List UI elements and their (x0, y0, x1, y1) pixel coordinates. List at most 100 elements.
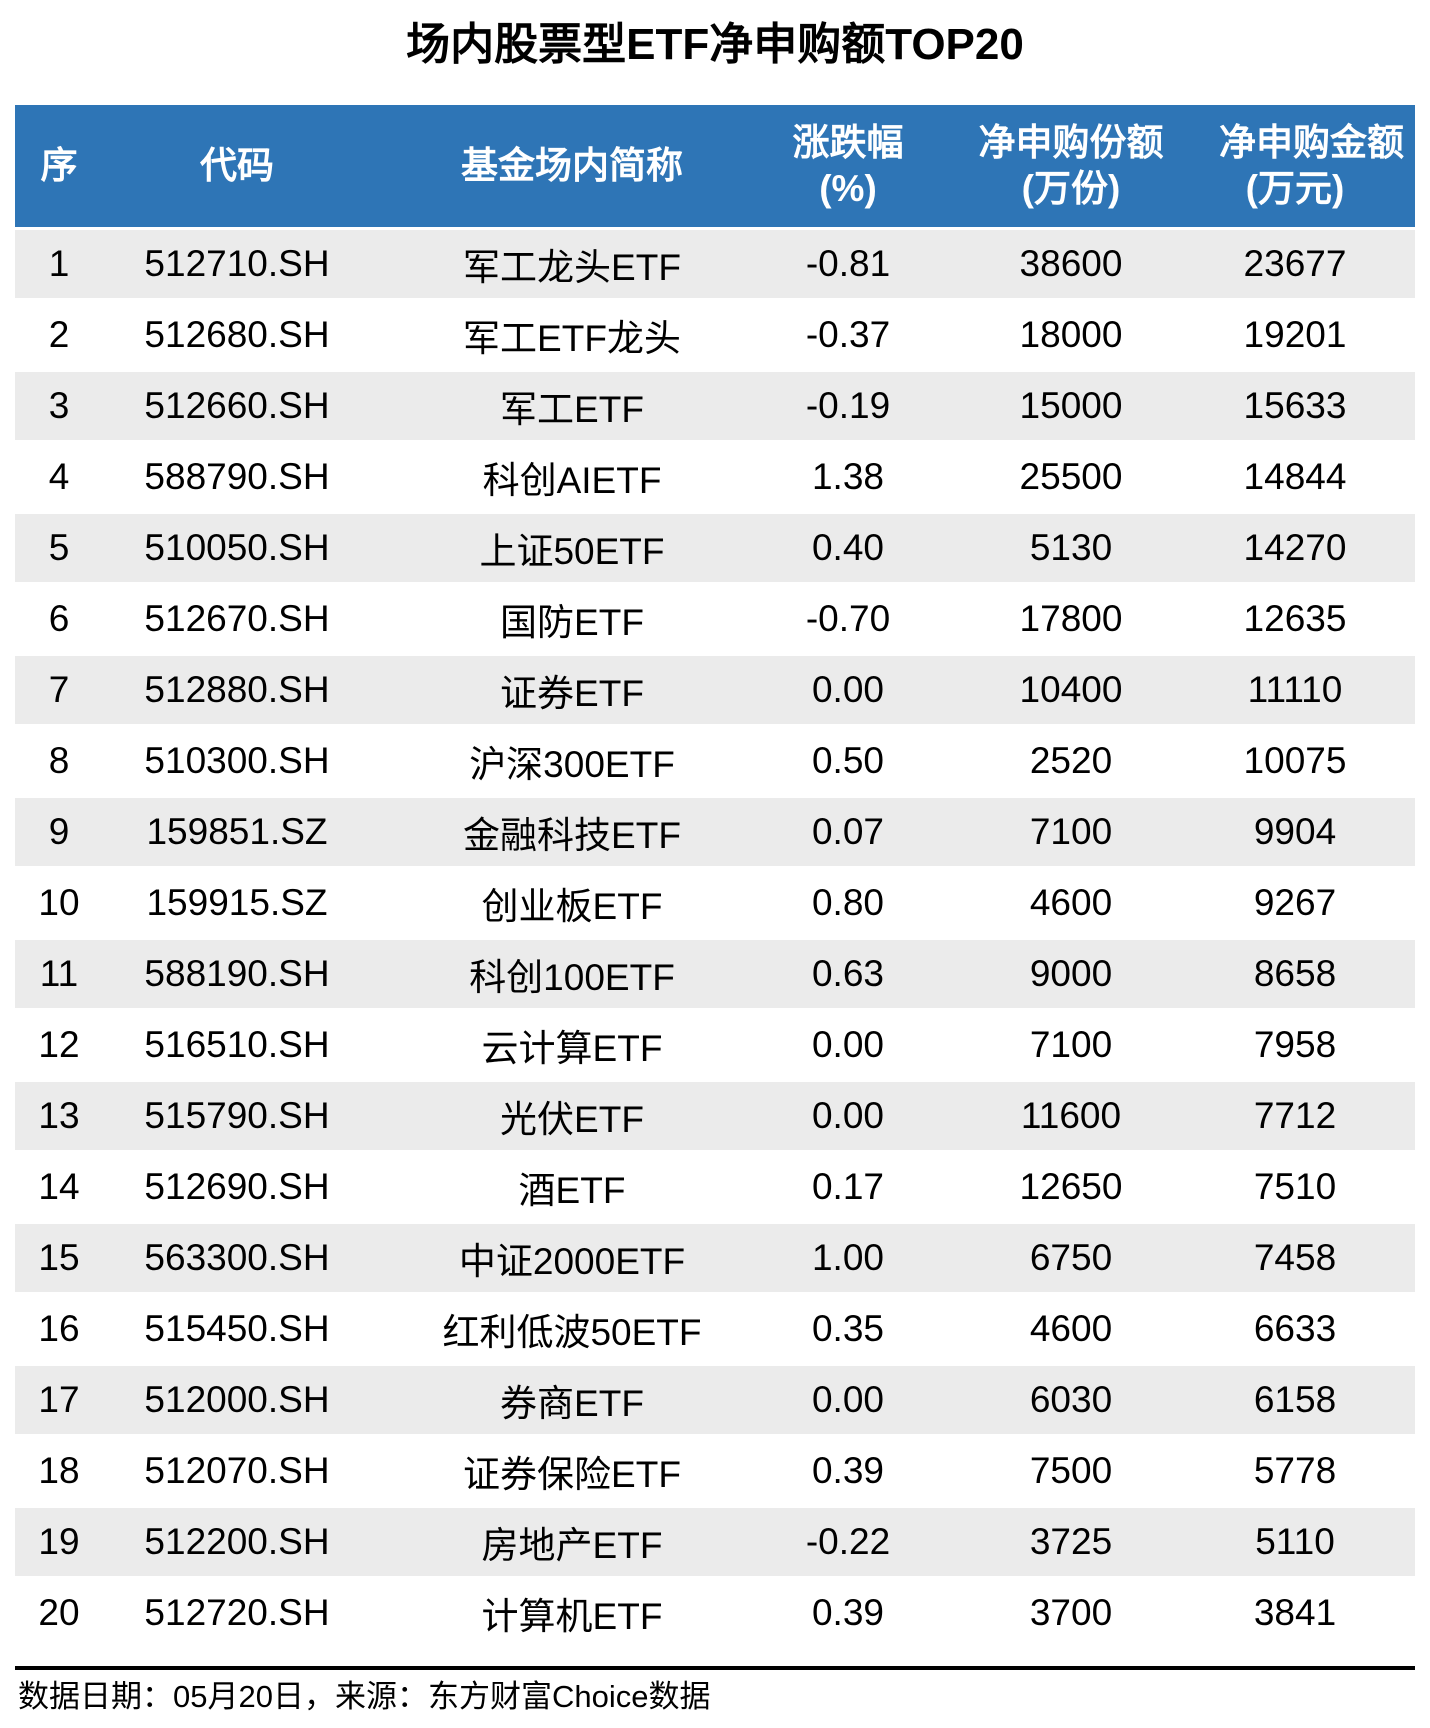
col-header-label: 基金场内简称 (461, 145, 683, 186)
name-cell: 创业板ETF (371, 869, 773, 937)
change-cell: 1.00 (773, 1224, 923, 1292)
name-cell: 科创100ETF (371, 940, 773, 1008)
shares-cell: 17800 (923, 585, 1219, 653)
footer-divider (15, 1666, 1415, 1670)
change-cell: 0.17 (773, 1153, 923, 1221)
amount-cell: 6158 (1219, 1366, 1415, 1434)
code-cell: 512690.SH (103, 1153, 371, 1221)
etf-table-body: 1 512710.SH 军工龙头ETF -0.81 38600 23677 2 512680.… (15, 230, 1415, 1647)
shares-cell: 18000 (923, 301, 1219, 369)
col-header-label: 净申购份额 (978, 122, 1164, 163)
rank-cell: 16 (15, 1295, 103, 1363)
name-cell: 光伏ETF (371, 1082, 773, 1150)
change-cell: -0.22 (773, 1508, 923, 1576)
code-cell: 512680.SH (103, 301, 371, 369)
etf-table-header: 序 代码 基金场内简称 涨跌幅 (%) 净申购份额 (万份) (15, 105, 1415, 227)
amount-cell: 15633 (1219, 372, 1415, 440)
shares-cell: 3725 (923, 1508, 1219, 1576)
change-cell: 0.00 (773, 656, 923, 724)
shares-cell: 38600 (923, 230, 1219, 298)
change-cell: -0.37 (773, 301, 923, 369)
rank-cell: 4 (15, 443, 103, 511)
code-cell: 512660.SH (103, 372, 371, 440)
table-row: 11 588190.SH 科创100ETF 0.63 9000 8658 (15, 940, 1415, 1008)
shares-cell: 12650 (923, 1153, 1219, 1221)
col-header-rank: 序 (15, 105, 103, 227)
code-cell: 510300.SH (103, 727, 371, 795)
rank-cell: 1 (15, 230, 103, 298)
table-row: 16 515450.SH 红利低波50ETF 0.35 4600 6633 (15, 1295, 1415, 1363)
change-cell: -0.70 (773, 585, 923, 653)
name-cell: 证券ETF (371, 656, 773, 724)
code-cell: 512200.SH (103, 1508, 371, 1576)
amount-cell: 7458 (1219, 1224, 1415, 1292)
data-source-note: 数据日期：05月20日，来源：东方财富Choice数据 (18, 1679, 711, 1714)
shares-cell: 3700 (923, 1579, 1219, 1647)
name-cell: 证券保险ETF (371, 1437, 773, 1505)
table-row: 9 159851.SZ 金融科技ETF 0.07 7100 9904 (15, 798, 1415, 866)
code-cell: 515450.SH (103, 1295, 371, 1363)
change-cell: 0.39 (773, 1437, 923, 1505)
code-cell: 515790.SH (103, 1082, 371, 1150)
change-cell: -0.19 (773, 372, 923, 440)
col-header-unit: (万份) (1021, 168, 1121, 209)
change-cell: 0.40 (773, 514, 923, 582)
code-cell: 510050.SH (103, 514, 371, 582)
name-cell: 房地产ETF (371, 1508, 773, 1576)
name-cell: 沪深300ETF (371, 727, 773, 795)
col-header-code: 代码 (103, 105, 371, 227)
shares-cell: 7500 (923, 1437, 1219, 1505)
name-cell: 军工ETF龙头 (371, 301, 773, 369)
col-header-net-shares: 净申购份额 (万份) (923, 105, 1219, 227)
code-cell: 512070.SH (103, 1437, 371, 1505)
rank-cell: 12 (15, 1011, 103, 1079)
code-cell: 563300.SH (103, 1224, 371, 1292)
shares-cell: 2520 (923, 727, 1219, 795)
shares-cell: 15000 (923, 372, 1219, 440)
change-cell: 0.80 (773, 869, 923, 937)
rank-cell: 14 (15, 1153, 103, 1221)
change-cell: 0.00 (773, 1082, 923, 1150)
amount-cell: 7712 (1219, 1082, 1415, 1150)
table-row: 20 512720.SH 计算机ETF 0.39 3700 3841 (15, 1579, 1415, 1647)
amount-cell: 5110 (1219, 1508, 1415, 1576)
change-cell: 0.39 (773, 1579, 923, 1647)
col-header-label: 净申购金额 (1219, 122, 1404, 163)
col-header-label: 涨跌幅 (792, 122, 904, 163)
rank-cell: 5 (15, 514, 103, 582)
shares-cell: 4600 (923, 869, 1219, 937)
table-row: 4 588790.SH 科创AIETF 1.38 25500 14844 (15, 443, 1415, 511)
amount-cell: 23677 (1219, 230, 1415, 298)
change-cell: 0.00 (773, 1011, 923, 1079)
name-cell: 酒ETF (371, 1153, 773, 1221)
table-row: 1 512710.SH 军工龙头ETF -0.81 38600 23677 (15, 230, 1415, 298)
table-row: 3 512660.SH 军工ETF -0.19 15000 15633 (15, 372, 1415, 440)
table-row: 2 512680.SH 军工ETF龙头 -0.37 18000 19201 (15, 301, 1415, 369)
rank-cell: 7 (15, 656, 103, 724)
name-cell: 军工龙头ETF (371, 230, 773, 298)
change-cell: 1.38 (773, 443, 923, 511)
rank-cell: 15 (15, 1224, 103, 1292)
amount-cell: 5778 (1219, 1437, 1415, 1505)
amount-cell: 7958 (1219, 1011, 1415, 1079)
amount-cell: 19201 (1219, 301, 1415, 369)
amount-cell: 14844 (1219, 443, 1415, 511)
table-row: 7 512880.SH 证券ETF 0.00 10400 11110 (15, 656, 1415, 724)
col-header-fund-name: 基金场内简称 (371, 105, 773, 227)
table-row: 19 512200.SH 房地产ETF -0.22 3725 5110 (15, 1508, 1415, 1576)
change-cell: 0.35 (773, 1295, 923, 1363)
name-cell: 金融科技ETF (371, 798, 773, 866)
code-cell: 512710.SH (103, 230, 371, 298)
name-cell: 科创AIETF (371, 443, 773, 511)
shares-cell: 9000 (923, 940, 1219, 1008)
name-cell: 中证2000ETF (371, 1224, 773, 1292)
table-row: 14 512690.SH 酒ETF 0.17 12650 7510 (15, 1153, 1415, 1221)
change-cell: 0.50 (773, 727, 923, 795)
amount-cell: 8658 (1219, 940, 1415, 1008)
rank-cell: 11 (15, 940, 103, 1008)
rank-cell: 2 (15, 301, 103, 369)
col-header-net-amount: 净申购金额 (万元) (1219, 105, 1415, 227)
change-cell: 0.63 (773, 940, 923, 1008)
code-cell: 512880.SH (103, 656, 371, 724)
amount-cell: 9267 (1219, 869, 1415, 937)
